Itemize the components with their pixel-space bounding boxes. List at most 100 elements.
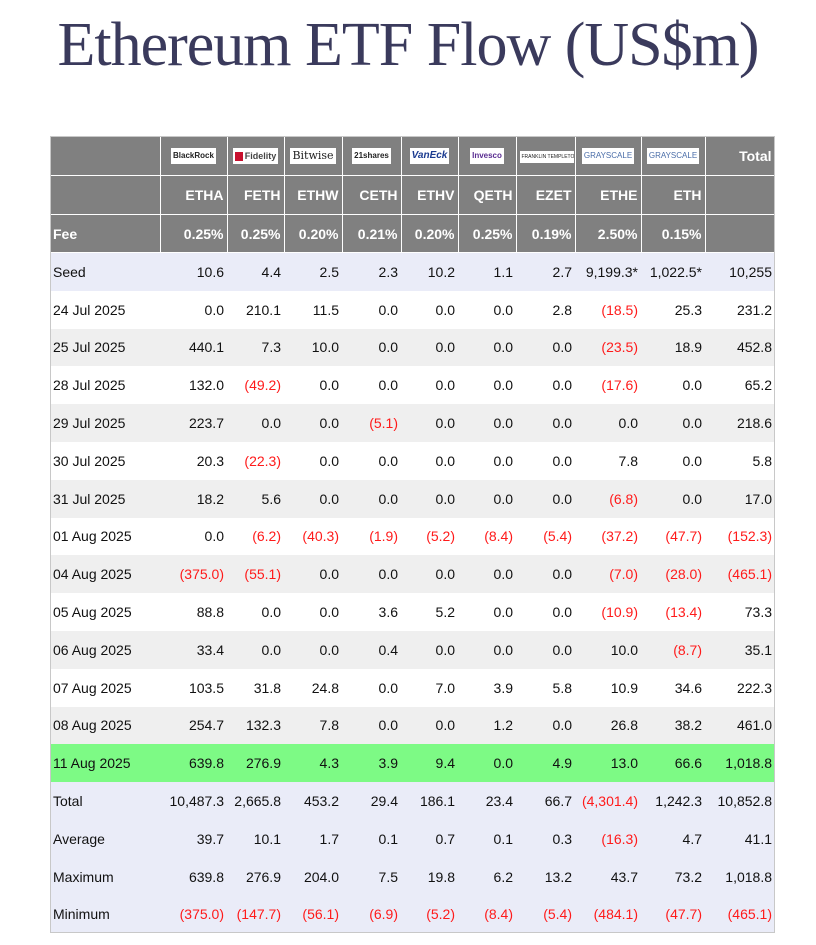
flow-cell: (10.9) — [575, 593, 641, 631]
flow-cell: 0.0 — [227, 404, 284, 442]
flow-cell: 0.0 — [342, 668, 401, 707]
row-total-cell: 65.2 — [705, 366, 775, 405]
table-row: Total 10,487.3 2,665.8 453.2 29.4 186.1 23.4 66… — [50, 782, 775, 820]
table-row: 28 Jul 2025 132.0 (49.2) 0.0 0.0 0.0 0.0 0.0 (17… — [50, 366, 775, 405]
flow-cell: 0.0 — [401, 441, 458, 480]
flow-cell: 4.9 — [516, 744, 575, 783]
flow-cell: 0.0 — [458, 744, 516, 783]
flow-cell: 0.0 — [227, 593, 284, 631]
flow-cell: 5.2 — [401, 593, 458, 631]
flow-cell: 10.6 — [160, 252, 227, 291]
row-label: Total — [50, 782, 160, 820]
flow-cell: (23.5) — [575, 328, 641, 367]
flow-cell: 0.0 — [342, 555, 401, 594]
flow-cell: 38.2 — [641, 706, 705, 745]
flow-cell: 204.0 — [284, 857, 342, 896]
flow-cell: 453.2 — [284, 782, 342, 820]
flow-cell: 39.7 — [160, 819, 227, 858]
flow-cell: (16.3) — [575, 819, 641, 858]
flow-cell: 0.0 — [458, 593, 516, 631]
flow-cell: (8.4) — [458, 895, 516, 934]
grayscale-logo-eth: GRAYSCALE — [646, 148, 700, 165]
issuer-logo-row: BlackRock Fidelity Bitwise 21shares VanE… — [50, 136, 776, 176]
flow-cell: 4.3 — [284, 744, 342, 783]
flow-cell: 7.3 — [227, 328, 284, 367]
flow-cell: 88.8 — [160, 593, 227, 631]
ticker-cell: QETH — [458, 175, 517, 215]
flow-cell: (13.4) — [641, 593, 705, 631]
flow-cell: 0.0 — [458, 479, 516, 518]
fee-cell: 0.20% — [401, 214, 459, 253]
flow-cell: (5.1) — [342, 404, 401, 442]
flow-cell: 0.0 — [401, 630, 458, 669]
flow-cell: 0.0 — [516, 706, 575, 745]
fidelity-logo-text: Fidelity — [244, 151, 277, 162]
flow-cell: (4,301.4) — [575, 782, 641, 820]
flow-cell: (18.5) — [575, 290, 641, 329]
ticker-cell: ETHV — [401, 175, 459, 215]
flow-cell: 0.0 — [458, 328, 516, 367]
flow-cell: 0.0 — [458, 441, 516, 480]
row-label: 29 Jul 2025 — [50, 404, 160, 442]
row-total-cell: 222.3 — [705, 668, 775, 707]
flow-cell: 5.6 — [227, 479, 284, 518]
flow-cell: 29.4 — [342, 782, 401, 820]
table-row: 05 Aug 2025 88.8 0.0 0.0 3.6 5.2 0.0 0.0 (10.9)(… — [50, 593, 775, 631]
fee-row: Fee 0.25% 0.25% 0.20% 0.21% 0.20% 0.25% … — [50, 214, 776, 253]
row-total-cell: 73.3 — [705, 593, 775, 631]
flow-cell: 7.8 — [575, 441, 641, 480]
flow-cell: 1,242.3 — [641, 782, 705, 820]
flow-cell: 0.0 — [284, 441, 342, 480]
flow-cell: 0.0 — [401, 404, 458, 442]
etf-flow-table: BlackRock Fidelity Bitwise 21shares VanE… — [50, 136, 776, 934]
fee-cell: 0.20% — [284, 214, 343, 253]
flow-cell: 440.1 — [160, 328, 227, 367]
flow-cell: 5.8 — [516, 668, 575, 707]
flow-cell: 0.0 — [160, 517, 227, 556]
flow-cell: 0.0 — [401, 290, 458, 329]
flow-cell: 0.0 — [458, 404, 516, 442]
table-row: 04 Aug 2025 (375.0) (55.1) 0.0 0.0 0.0 0.0 0.0(… — [50, 555, 775, 594]
ticker-total-blank — [705, 175, 776, 215]
flow-cell: (1.9) — [342, 517, 401, 556]
flow-cell: (28.0) — [641, 555, 705, 594]
flow-cell: 10.0 — [575, 630, 641, 669]
flow-cell: (37.2) — [575, 517, 641, 556]
flow-cell: 18.9 — [641, 328, 705, 367]
table-row: 07 Aug 2025 103.5 31.8 24.8 0.0 7.0 3.9 5.8 10.9… — [50, 668, 775, 707]
table-row: Average 39.7 10.1 1.7 0.1 0.7 0.1 0.3 (16.3) 4.7 4… — [50, 819, 775, 858]
flow-cell: 639.8 — [160, 857, 227, 896]
fee-cell: 0.25% — [160, 214, 228, 253]
row-total-cell: 35.1 — [705, 630, 775, 669]
franklin-templeton-logo: FRANKLIN TEMPLETON — [519, 150, 574, 163]
flow-cell: 0.0 — [342, 290, 401, 329]
invesco-logo: Invesco — [470, 148, 504, 165]
flow-cell: 2.8 — [516, 290, 575, 329]
flow-cell: 0.0 — [284, 479, 342, 518]
flow-cell: 0.0 — [641, 479, 705, 518]
table-row: Minimum (375.0) (147.7) (56.1) (6.9) (5.2) (8.… — [50, 895, 775, 934]
table-row: 11 Aug 2025 639.8 276.9 4.3 3.9 9.4 0.0 4.9 13.0… — [50, 744, 775, 783]
row-total-cell: 218.6 — [705, 404, 775, 442]
table-row: 08 Aug 2025 254.7 132.3 7.8 0.0 0.0 1.2 0.0 26.8… — [50, 706, 775, 745]
row-label: 24 Jul 2025 — [50, 290, 160, 329]
row-total-cell: 41.1 — [705, 819, 775, 858]
flow-cell: 1.7 — [284, 819, 342, 858]
row-label: 07 Aug 2025 — [50, 668, 160, 707]
flow-cell: 10,487.3 — [160, 782, 227, 820]
flow-cell: 0.1 — [342, 819, 401, 858]
ticker-label-blank — [50, 175, 161, 215]
fee-total-blank — [705, 214, 776, 253]
fee-cell: 2.50% — [575, 214, 642, 253]
row-label: 06 Aug 2025 — [50, 630, 160, 669]
flow-cell: 3.6 — [342, 593, 401, 631]
flow-cell: (5.4) — [516, 895, 575, 934]
flow-cell: 276.9 — [227, 744, 284, 783]
flow-cell: 4.4 — [227, 252, 284, 291]
flow-cell: (5.4) — [516, 517, 575, 556]
flow-cell: 0.0 — [641, 404, 705, 442]
flow-cell: 0.0 — [342, 479, 401, 518]
flow-cell: (40.3) — [284, 517, 342, 556]
flow-cell: 0.0 — [401, 555, 458, 594]
flow-cell: 31.8 — [227, 668, 284, 707]
